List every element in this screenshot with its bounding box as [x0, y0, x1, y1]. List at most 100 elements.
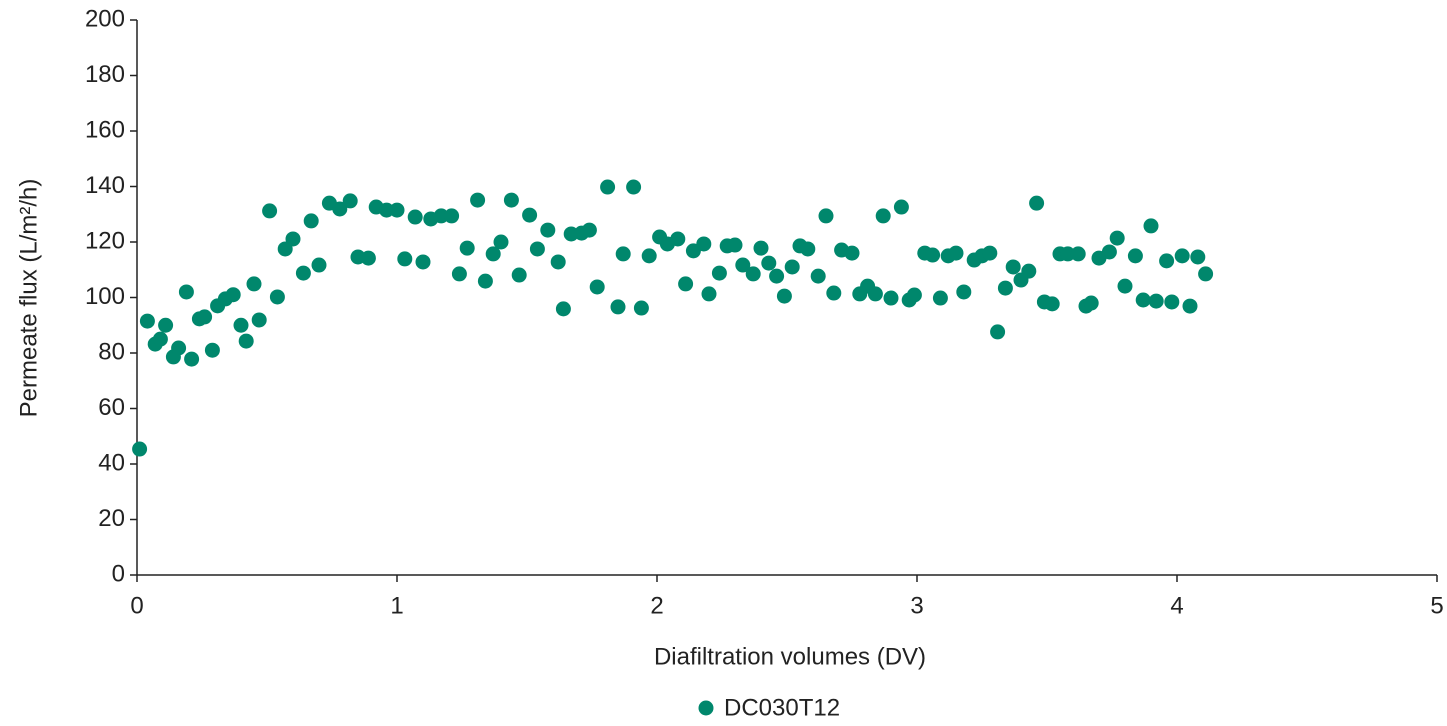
point: [701, 286, 717, 302]
y-tick-label: 20: [98, 505, 125, 532]
point: [626, 179, 642, 195]
point: [1174, 248, 1190, 264]
point: [761, 255, 777, 271]
point: [246, 276, 262, 292]
point: [389, 202, 405, 218]
point: [711, 265, 727, 281]
x-axis-label: Diafiltration volumes (DV): [654, 643, 926, 670]
point: [633, 300, 649, 316]
y-tick-label: 200: [85, 5, 125, 32]
point: [769, 268, 785, 284]
point: [678, 276, 694, 292]
point: [397, 251, 413, 267]
point: [550, 254, 566, 270]
point: [1029, 195, 1045, 211]
x-tick-label: 2: [650, 592, 663, 619]
point: [171, 340, 187, 356]
point: [745, 266, 761, 282]
x-tick-label: 0: [130, 592, 143, 619]
point: [1164, 294, 1180, 310]
point: [197, 309, 213, 325]
x-tick-label: 5: [1430, 592, 1443, 619]
point: [1117, 278, 1133, 294]
point: [285, 231, 301, 247]
point: [735, 257, 751, 273]
point: [1143, 218, 1159, 234]
point: [956, 284, 972, 300]
point: [503, 192, 519, 208]
x-tick-label: 1: [390, 592, 403, 619]
point: [1198, 266, 1214, 282]
y-tick-label: 0: [112, 560, 125, 587]
point: [158, 317, 174, 333]
point: [311, 257, 327, 273]
point: [784, 259, 800, 275]
point: [818, 208, 834, 224]
point: [1148, 293, 1164, 309]
y-tick-label: 180: [85, 61, 125, 88]
point: [810, 268, 826, 284]
point: [1101, 244, 1117, 260]
point: [511, 267, 527, 283]
point: [470, 192, 486, 208]
y-tick-label: 40: [98, 449, 125, 476]
point: [1083, 295, 1099, 311]
point: [776, 288, 792, 304]
point: [555, 301, 571, 317]
y-tick-label: 120: [85, 227, 125, 254]
point: [600, 179, 616, 195]
point: [883, 290, 899, 306]
point: [753, 240, 769, 256]
point: [415, 254, 431, 270]
point: [1044, 296, 1060, 312]
point: [1135, 292, 1151, 308]
point: [1070, 246, 1086, 262]
legend-label: DC030T12: [724, 694, 840, 721]
point: [997, 280, 1013, 296]
x-tick-label: 3: [910, 592, 923, 619]
y-tick-label: 100: [85, 283, 125, 310]
point: [360, 250, 376, 266]
x-tick-label: 4: [1170, 592, 1183, 619]
point: [867, 286, 883, 302]
point: [1159, 253, 1175, 269]
point: [893, 199, 909, 215]
point: [610, 299, 626, 315]
point: [132, 441, 148, 457]
point: [342, 193, 358, 209]
point: [152, 331, 168, 347]
point: [459, 240, 475, 256]
point: [379, 202, 395, 218]
point: [670, 231, 686, 247]
point: [844, 245, 860, 261]
point: [139, 313, 155, 329]
point: [204, 342, 220, 358]
point: [269, 289, 285, 305]
point: [493, 234, 509, 250]
point: [906, 287, 922, 303]
point: [589, 279, 605, 295]
point: [522, 207, 538, 223]
point: [727, 237, 743, 253]
point: [581, 222, 597, 238]
point: [1021, 263, 1037, 279]
point: [451, 266, 467, 282]
point: [1190, 249, 1206, 265]
point: [444, 208, 460, 224]
y-tick-label: 60: [98, 394, 125, 421]
point: [990, 324, 1006, 340]
point: [1127, 248, 1143, 264]
point: [225, 287, 241, 303]
point: [948, 245, 964, 261]
legend-marker: [698, 700, 714, 716]
point: [485, 246, 501, 262]
point: [433, 208, 449, 224]
point: [1060, 246, 1076, 262]
point: [295, 265, 311, 281]
point: [529, 241, 545, 257]
point: [233, 317, 249, 333]
point: [875, 208, 891, 224]
point: [407, 209, 423, 225]
point: [178, 284, 194, 300]
